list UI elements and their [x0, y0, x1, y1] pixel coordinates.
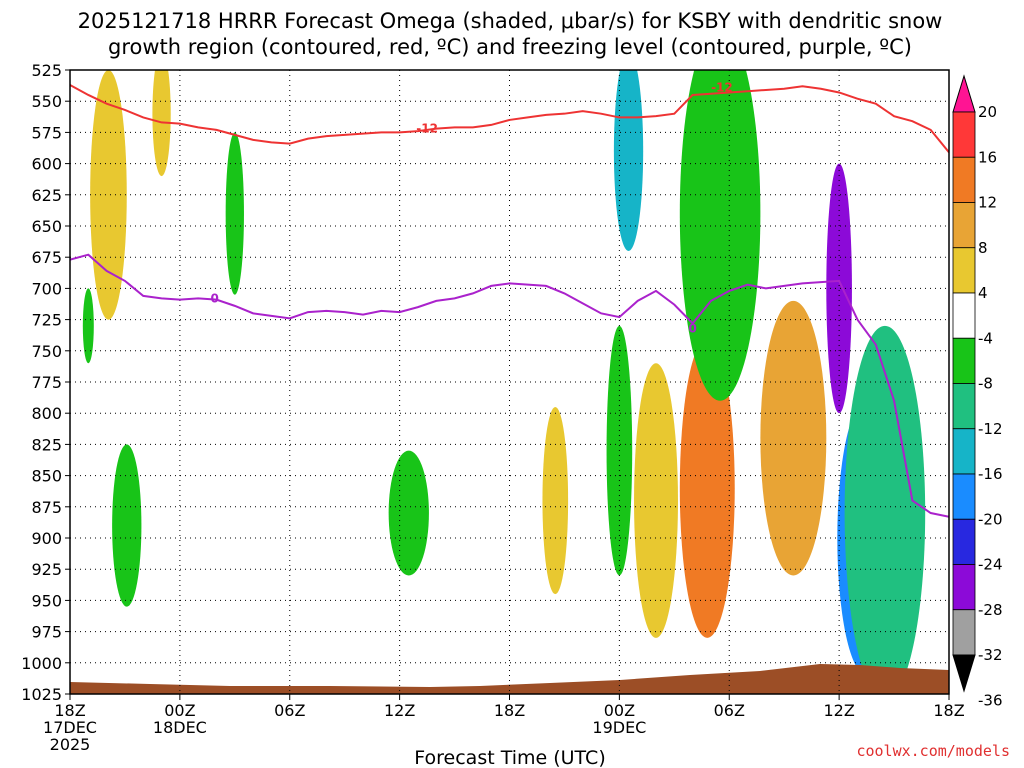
colorbar-label: -24	[978, 556, 1003, 574]
colorbar-bin	[952, 518, 976, 565]
omega-orange-core	[679, 338, 735, 638]
omega-green-low-left	[82, 288, 94, 364]
colorbar-bin	[952, 337, 976, 384]
omega-yellow-mid	[542, 406, 569, 595]
colorbar-bin	[952, 609, 976, 656]
y-tick-label: 700	[31, 279, 62, 298]
x-tick-label: 12Z	[384, 701, 415, 720]
x-tick-label: 12Z	[823, 701, 854, 720]
x-tick-label: 18DEC	[153, 718, 207, 737]
plot-area: -12 -12 0 0	[70, 70, 949, 694]
y-tick-label: 975	[31, 623, 62, 642]
y-tick-label: 650	[31, 217, 62, 236]
y-tick-label: 875	[31, 498, 62, 517]
y-tick-label: 625	[31, 186, 62, 205]
colorbar-label: 12	[978, 194, 997, 212]
y-tick-label: 800	[31, 404, 62, 423]
colorbar-label: -4	[978, 329, 993, 347]
colorbar-label: -36	[978, 691, 1003, 709]
colorbar-bin	[952, 473, 976, 520]
y-tick-label: 550	[31, 92, 62, 111]
y-tick-label: 775	[31, 373, 62, 392]
y-tick-label: 1025	[21, 685, 62, 704]
colorbar-bin	[952, 428, 976, 475]
colorbar-bin	[952, 156, 976, 203]
omega-blue-aloft	[613, 70, 644, 251]
omega-yellow-early	[90, 70, 127, 320]
y-tick-label: 1000	[21, 654, 62, 673]
x-tick-label: 18Z	[54, 701, 85, 720]
omega-orange-right	[760, 300, 827, 576]
dgz-label-2: -12	[711, 80, 733, 94]
colorbar-label: -8	[978, 375, 993, 393]
colorbar-label: 4	[978, 284, 988, 302]
x-tick-label: 2025	[50, 735, 91, 754]
contour-labels: -12 -12 0 0	[210, 80, 732, 335]
terrain-fill	[70, 664, 949, 694]
freezing-level-line	[70, 253, 949, 518]
x-tick-label: 00Z	[164, 701, 195, 720]
colorbar-label: -32	[978, 646, 1003, 664]
y-tick-label: 950	[31, 591, 62, 610]
x-tick-label: 19DEC	[592, 718, 646, 737]
x-tick-label: 00Z	[604, 701, 635, 720]
x-tick-label: 06Z	[274, 701, 305, 720]
colorbar-bin	[952, 292, 976, 339]
chart-title-line-2: growth region (contoured, red, ºC) and f…	[108, 35, 912, 59]
credit-text: coolwx.com/models	[856, 742, 1010, 760]
colorbar-bottom-arrow	[952, 654, 976, 693]
y-tick-label: 525	[31, 61, 62, 80]
omega-yellow-deep	[634, 363, 678, 638]
colorbar: 20 16 12 8 4 -4 -8 -12 -16 -20 -24 -28 -32 -36	[952, 74, 1003, 709]
omega-green-upper	[679, 70, 761, 401]
colorbar-label: -12	[978, 420, 1003, 438]
dgz-minus12-line	[70, 84, 949, 153]
y-tick-label: 675	[31, 248, 62, 267]
y-axis-ticks: 525 550 575 600 625 650 675 700 725 750 775 800 825 8…	[21, 61, 70, 704]
y-tick-label: 925	[31, 560, 62, 579]
x-axis-label: Forecast Time (UTC)	[414, 747, 605, 768]
omega-green-low-mid	[388, 450, 429, 576]
grid	[70, 70, 949, 694]
y-tick-label: 825	[31, 435, 62, 454]
colorbar-label: 16	[978, 148, 997, 166]
y-tick-label: 725	[31, 311, 62, 330]
x-tick-label: 17DEC	[43, 718, 97, 737]
omega-green-low-early	[112, 444, 142, 607]
y-tick-label: 575	[31, 123, 62, 142]
y-tick-label: 900	[31, 529, 62, 548]
colorbar-bin	[952, 247, 976, 294]
freezing-label-2: 0	[688, 321, 696, 335]
colorbar-bin	[952, 383, 976, 430]
chart-title-line-1: 2025121718 HRRR Forecast Omega (shaded, …	[78, 9, 943, 33]
colorbar-label: -20	[978, 510, 1003, 528]
colorbar-label: 20	[978, 103, 997, 121]
x-tick-label: 18Z	[933, 701, 964, 720]
dgz-label-1: -12	[416, 122, 438, 136]
colorbar-bin	[952, 111, 976, 158]
omega-green-mid-early	[225, 132, 244, 295]
omega-green-lower-right	[844, 325, 926, 694]
colorbar-label: -16	[978, 465, 1003, 483]
colorbar-bin	[952, 202, 976, 249]
colorbar-bin	[952, 564, 976, 611]
y-tick-label: 750	[31, 342, 62, 361]
colorbar-top-arrow	[952, 74, 976, 113]
freezing-label-1: 0	[210, 291, 218, 305]
colorbar-label: 8	[978, 239, 988, 257]
colorbar-label: -28	[978, 601, 1003, 619]
x-tick-label: 18Z	[494, 701, 525, 720]
y-tick-label: 850	[31, 467, 62, 486]
y-tick-label: 600	[31, 155, 62, 174]
x-tick-label: 06Z	[714, 701, 745, 720]
